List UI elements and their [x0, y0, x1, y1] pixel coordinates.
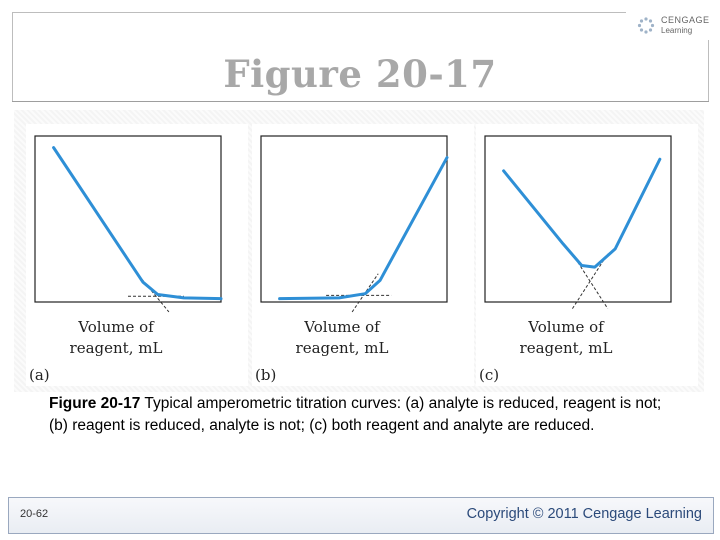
x-axis-label-line1: Volume of [527, 318, 605, 336]
titration-curve [278, 156, 449, 301]
panel-label: (b) [255, 366, 276, 384]
title-divider [12, 101, 709, 102]
x-axis-label-line1: Volume of [303, 318, 381, 336]
extrapolation-line-1 [351, 273, 379, 313]
slide-title: Figure 20-17 [223, 52, 497, 96]
copyright-text: Copyright © 2011 Cengage Learning [466, 506, 702, 522]
panel-label: (c) [479, 366, 499, 384]
extrapolation-line-2 [571, 253, 609, 309]
x-axis-label-line2: reagent, mL [296, 339, 389, 357]
caption-text: Typical amperometric titration curves: (… [49, 395, 662, 434]
footer-bar [8, 497, 714, 534]
figure-caption: Figure 20-17 Typical amperometric titrat… [49, 393, 669, 437]
x-axis-label-line2: reagent, mL [70, 339, 163, 357]
titration-curve [502, 157, 662, 269]
slide-number: 20-62 [20, 508, 49, 520]
plot-frame [260, 135, 448, 303]
slide-frame-top [12, 12, 626, 13]
titration-curve [52, 146, 223, 301]
logo-text-learning: Learning [661, 26, 693, 35]
slide-frame-right [708, 40, 709, 102]
caption-figure-label: Figure 20-17 [49, 395, 141, 412]
plot-frame [484, 135, 672, 303]
panel-label: (a) [29, 366, 50, 384]
x-axis-label-line2: reagent, mL [520, 339, 613, 357]
logo-text-cengage: CENGAGE [661, 15, 710, 25]
x-axis-label-line1: Volume of [77, 318, 155, 336]
cengage-logo-icon [637, 17, 655, 34]
slide-frame-left [12, 12, 13, 102]
